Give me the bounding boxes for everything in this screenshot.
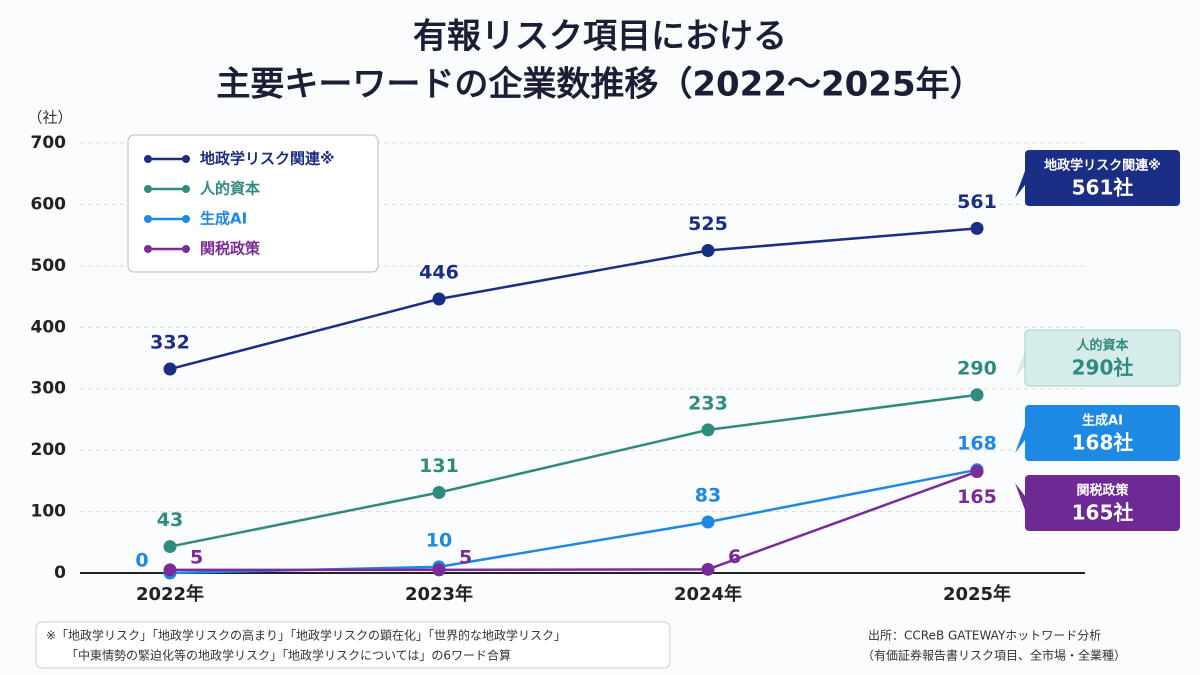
- y-tick-label: 0: [54, 563, 66, 583]
- legend-box: [127, 134, 379, 273]
- data-point: [970, 221, 984, 235]
- callout-value: 165社: [1072, 501, 1134, 525]
- y-tick-label: 600: [31, 194, 67, 214]
- data-label: 5: [190, 546, 203, 568]
- y-unit-label: （社）: [27, 109, 72, 127]
- y-tick-label: 500: [31, 256, 67, 276]
- data-label: 6: [728, 546, 741, 568]
- data-point: [163, 362, 177, 376]
- callout-box: [1024, 329, 1181, 387]
- data-label: 332: [150, 332, 190, 354]
- data-label: 525: [688, 213, 728, 235]
- data-label: 10: [426, 529, 452, 551]
- data-label: 446: [419, 262, 459, 284]
- legend-label: 地政学リスク関連※: [200, 150, 335, 168]
- legend-dot: [182, 185, 190, 193]
- x-tick-label: 2022年: [136, 583, 204, 605]
- data-point: [701, 515, 715, 529]
- data-point: [432, 486, 446, 500]
- y-tick-label: 100: [31, 502, 67, 522]
- data-point: [432, 292, 446, 306]
- legend-dot: [144, 215, 152, 223]
- y-tick-label: 200: [31, 440, 67, 460]
- source: 出所：CCReB GATEWAYホットワード分析: [868, 629, 1101, 643]
- legend-dot: [182, 245, 190, 253]
- x-tick-label: 2024年: [674, 583, 742, 605]
- data-label: 290: [957, 357, 997, 379]
- y-tick-label: 700: [31, 133, 67, 153]
- callout-value: 290社: [1072, 356, 1134, 380]
- legend-dot: [144, 245, 152, 253]
- data-label: 561: [957, 191, 997, 213]
- data-label: 83: [695, 485, 721, 507]
- data-label: 5: [459, 546, 472, 568]
- footnote: 「中東情勢の緊迫化等の地政学リスク」「地政学リスクについては」の6ワード合算: [66, 648, 511, 663]
- data-label: 43: [157, 509, 183, 531]
- source: （有価証券報告書リスク項目、全市場・全業種）: [862, 648, 1126, 663]
- footnote-box: [35, 621, 671, 669]
- legend-dot: [182, 155, 190, 163]
- callout-box: [1025, 405, 1180, 461]
- data-label: 131: [419, 455, 459, 477]
- callout-name: 関税政策: [1076, 483, 1129, 499]
- callout-name: 人的資本: [1076, 338, 1128, 354]
- callout-name: 生成AI: [1082, 413, 1123, 429]
- data-point: [970, 465, 984, 479]
- footnote: ※「地政学リスク」「地政学リスクの高まり」「地政学リスクの顕在化」「世界的な地政…: [46, 628, 566, 643]
- data-point: [970, 388, 984, 402]
- series-line: [169, 227, 978, 371]
- legend-label: 生成AI: [200, 210, 247, 228]
- callout-name: 地政学リスク関連※: [1044, 158, 1161, 174]
- callout-pointer: [1015, 483, 1025, 510]
- data-point: [163, 563, 177, 577]
- x-tick-label: 2025年: [943, 583, 1011, 605]
- chart-title: 有報リスク項目における: [413, 17, 787, 57]
- data-point: [701, 562, 715, 576]
- callout-value: 561社: [1072, 176, 1134, 200]
- data-point: [432, 563, 446, 577]
- data-label: 168: [957, 432, 997, 454]
- data-label: 233: [688, 392, 728, 414]
- data-point: [701, 423, 715, 437]
- legend-dot: [144, 185, 152, 193]
- legend-dot: [182, 215, 190, 223]
- y-tick-label: 400: [31, 317, 67, 337]
- data-point: [163, 540, 177, 554]
- data-label: 165: [957, 486, 997, 508]
- series-line: [170, 470, 978, 572]
- callout-box: [1025, 475, 1180, 531]
- data-point: [701, 244, 715, 257]
- legend-label: 人的資本: [200, 180, 260, 198]
- data-label: 0: [135, 550, 148, 572]
- legend-dot: [144, 155, 152, 163]
- chart-title: 主要キーワードの企業数推移（2022〜2025年）: [216, 65, 983, 105]
- callout-box: [1025, 150, 1180, 206]
- y-tick-label: 300: [31, 379, 67, 399]
- callout-value: 168社: [1072, 431, 1134, 455]
- callout-pointer: [1015, 171, 1025, 198]
- legend-label: 関税政策: [200, 240, 261, 258]
- callout-pointer: [1015, 351, 1025, 378]
- series-line: [169, 393, 978, 548]
- callout-pointer: [1015, 426, 1025, 453]
- x-tick-label: 2023年: [405, 583, 473, 605]
